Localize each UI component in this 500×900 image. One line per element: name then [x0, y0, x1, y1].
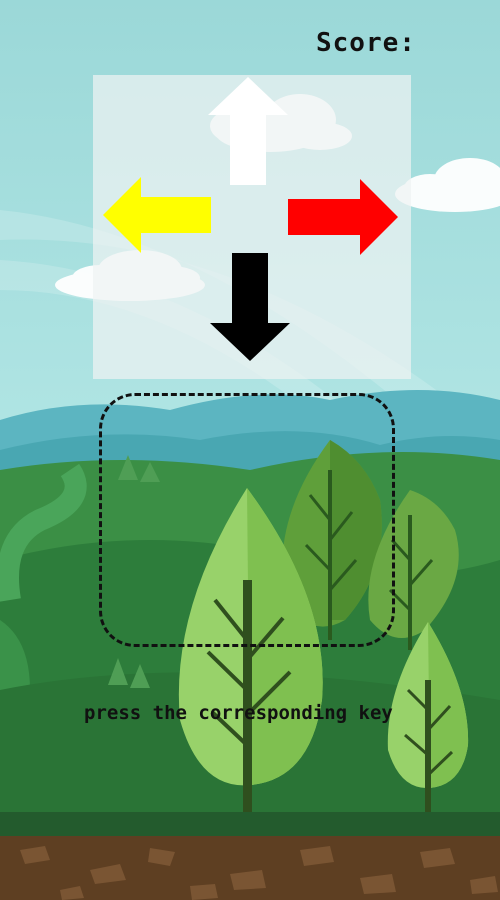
arrow-right-icon[interactable] [288, 179, 398, 255]
score-label: Score: [316, 28, 416, 58]
grass-strip [0, 812, 500, 836]
tree [387, 622, 469, 815]
sun-rays [0, 210, 500, 440]
path [0, 463, 87, 602]
arrow-left-icon[interactable] [103, 177, 213, 253]
soil [0, 836, 500, 900]
arrow-panel [93, 75, 411, 379]
arrow-up-icon[interactable] [208, 77, 288, 187]
distant-trees [108, 455, 160, 688]
arrow-down-icon[interactable] [210, 251, 290, 363]
instruction-text: press the corresponding key [84, 702, 393, 724]
cloud [395, 158, 500, 212]
tree [368, 490, 459, 650]
drop-target-zone [99, 393, 395, 647]
soil-rocks [20, 846, 498, 900]
tree [282, 440, 382, 640]
tree [178, 488, 323, 815]
